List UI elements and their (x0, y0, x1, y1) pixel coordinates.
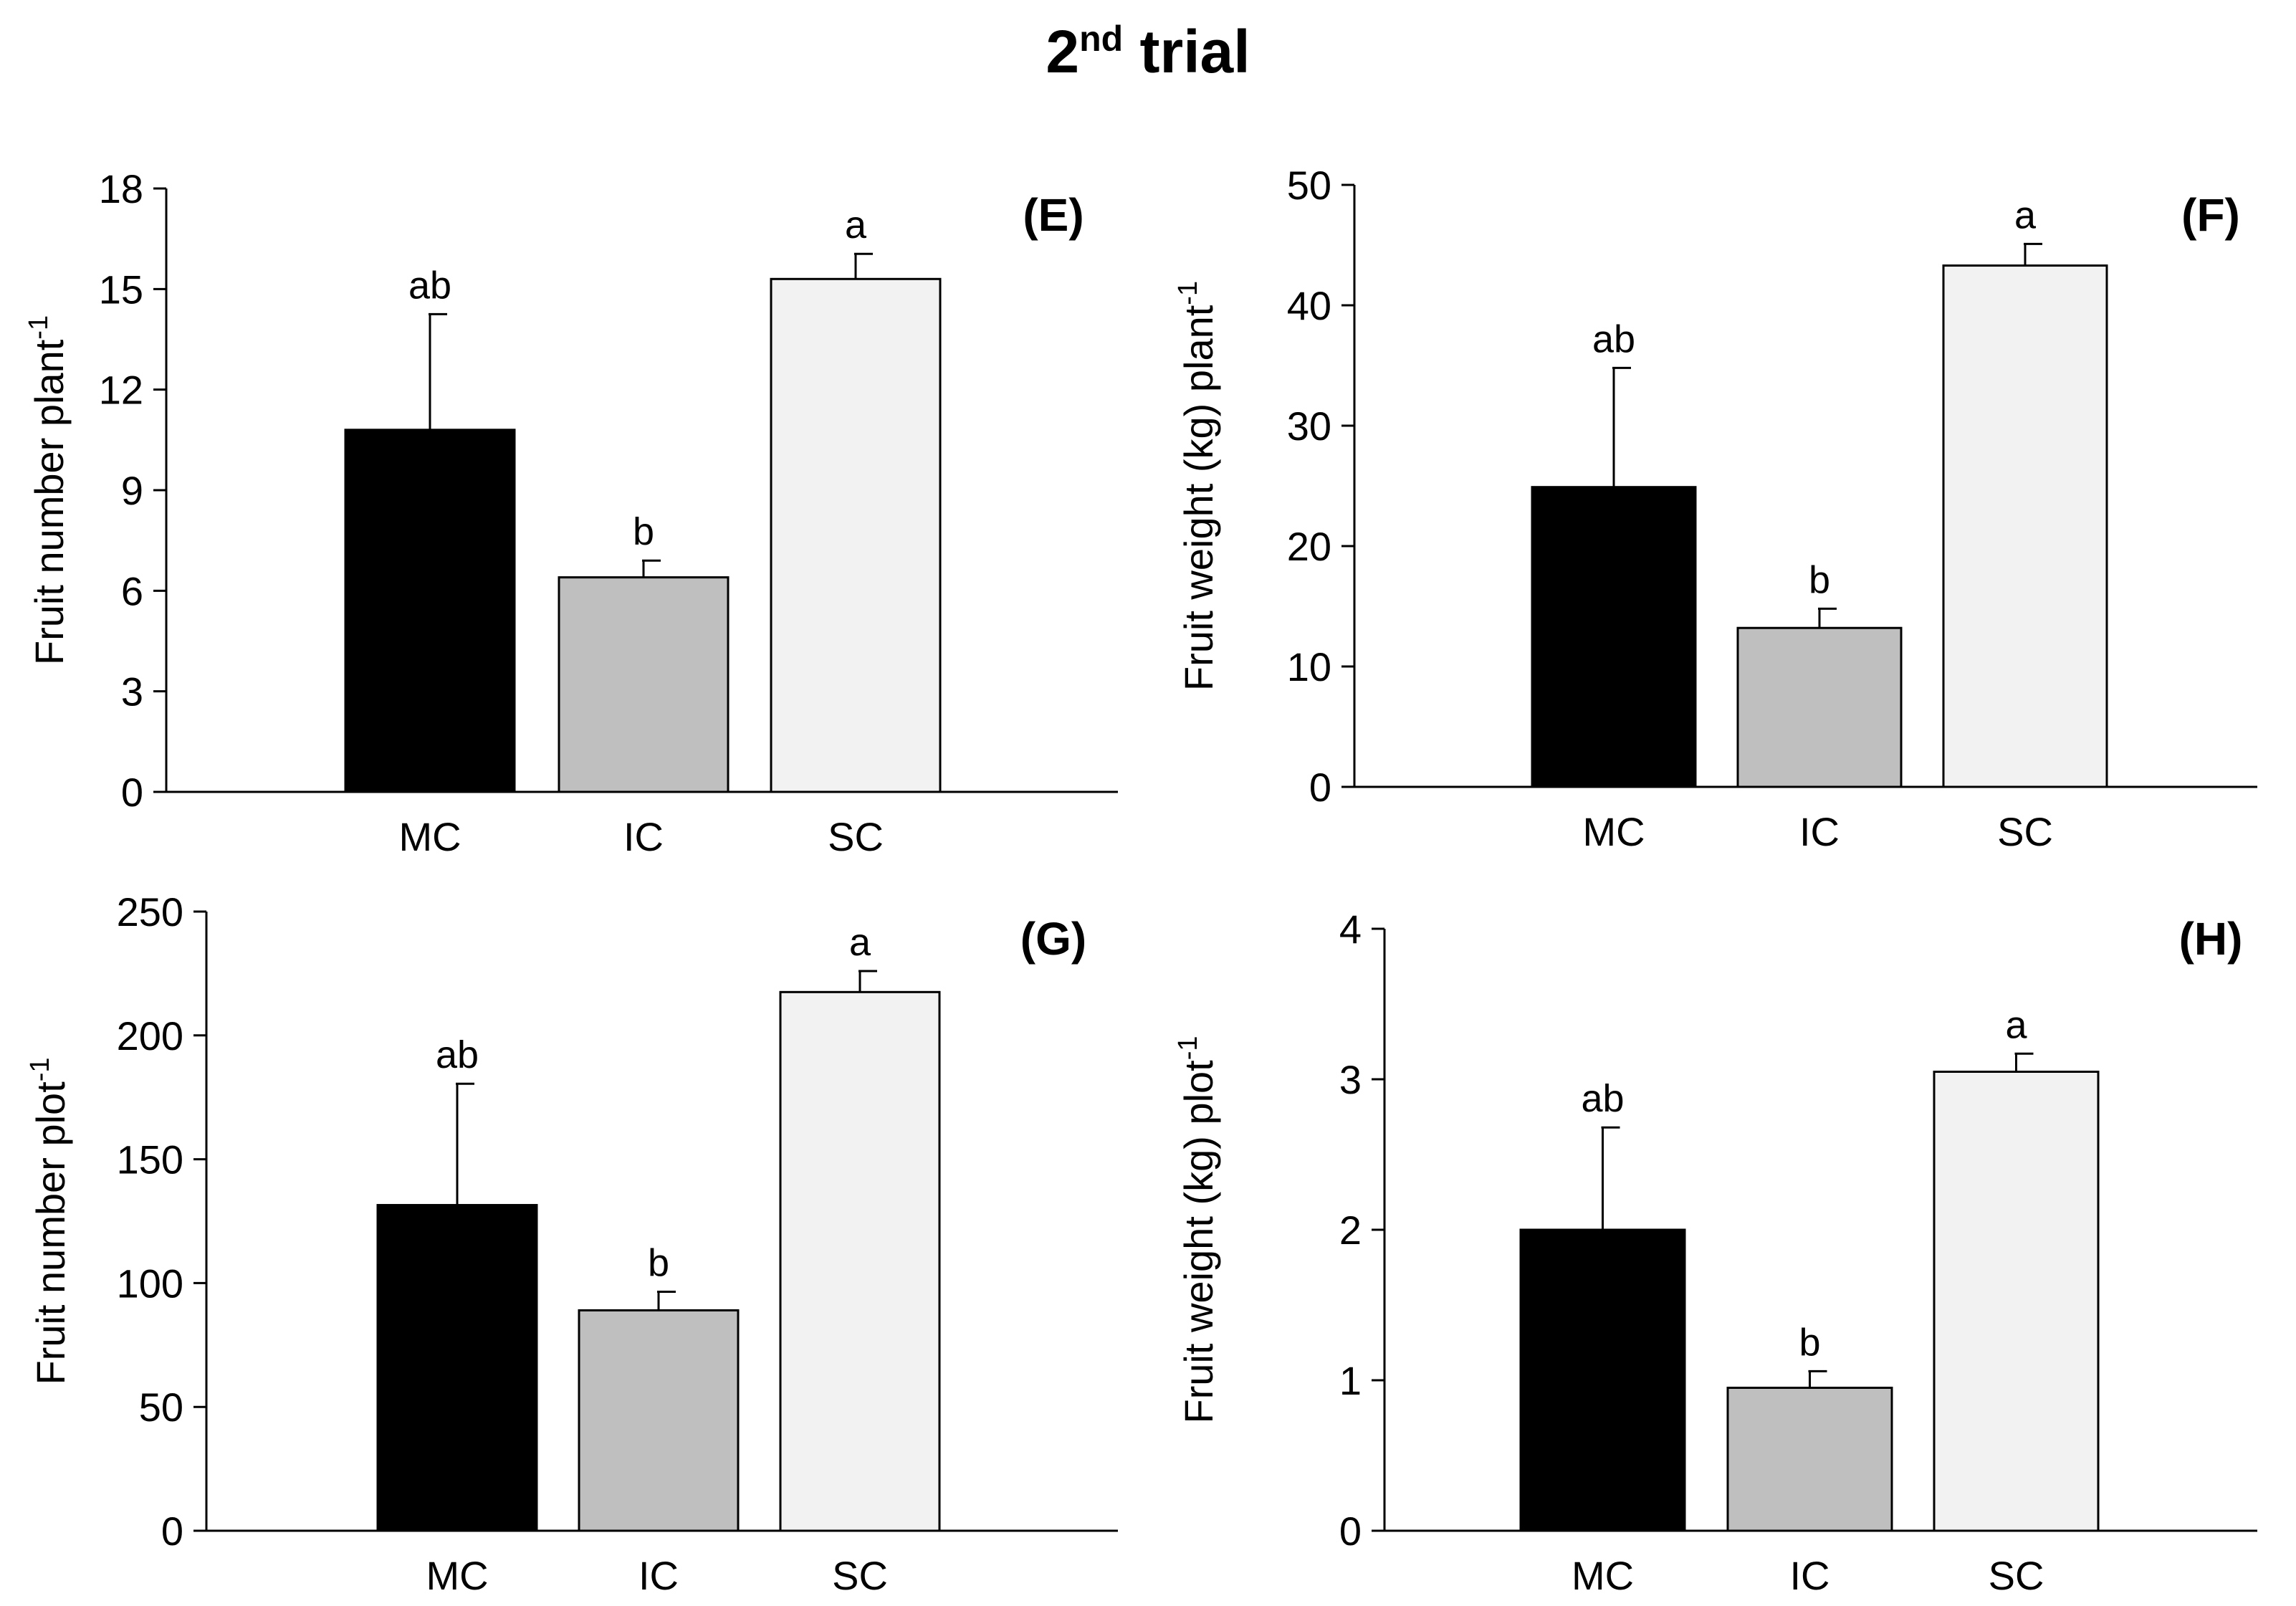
y-tick-label: 0 (161, 1509, 183, 1554)
bar-MC (1531, 486, 1697, 788)
x-category-label-MC: MC (1582, 809, 1645, 854)
y-tick-label: 18 (99, 166, 143, 211)
bar-IC (1726, 1387, 1893, 1532)
y-tick-label: 200 (117, 1013, 183, 1058)
y-tick-label: 50 (139, 1385, 183, 1430)
y-axis-title: Fruit weight (kg) plot-1 (1173, 1036, 1221, 1423)
y-tick-label: 3 (121, 669, 143, 714)
panel-H: 0 1 2 3 4 ab MC b IC a SC (H) Fruit weight (kg) plot… (1173, 907, 2257, 1598)
significance-letter-MC: ab (436, 1033, 479, 1076)
x-category-label-IC: IC (1799, 809, 1840, 854)
y-tick-label: 250 (117, 889, 183, 935)
bar-MC (1519, 1228, 1686, 1532)
y-tick-label: 3 (1339, 1057, 1362, 1102)
y-tick-label: 150 (117, 1137, 183, 1182)
x-category-label-MC: MC (1572, 1553, 1634, 1598)
y-tick-label: 6 (121, 568, 143, 613)
bar-SC (779, 990, 941, 1532)
significance-letter-IC: b (1809, 558, 1830, 601)
y-tick-label: 0 (1309, 765, 1331, 810)
y-tick-label: 100 (117, 1261, 183, 1306)
panel-label: (E) (1023, 189, 1084, 241)
significance-letter-IC: b (1799, 1321, 1820, 1364)
y-tick-label: 40 (1287, 283, 1331, 328)
y-axis-title: Fruit number plant-1 (24, 315, 72, 665)
panel-label: (H) (2179, 913, 2243, 965)
bar-SC (1942, 264, 2108, 788)
significance-letter-MC: ab (408, 264, 451, 307)
y-axis-title: Fruit weight (kg) plant-1 (1173, 281, 1221, 691)
x-category-label-SC: SC (832, 1553, 888, 1598)
y-tick-label: 12 (99, 368, 143, 413)
x-category-label-SC: SC (1989, 1553, 2044, 1598)
significance-letter-IC: b (648, 1241, 669, 1284)
y-tick-label: 0 (1339, 1509, 1362, 1554)
y-tick-label: 0 (121, 770, 143, 815)
bar-IC (578, 1309, 740, 1532)
x-category-label-MC: MC (426, 1553, 488, 1598)
bar-SC (770, 277, 942, 793)
significance-letter-SC: a (849, 921, 871, 964)
y-tick-label: 20 (1287, 524, 1331, 569)
y-tick-label: 2 (1339, 1208, 1362, 1253)
bar-SC (1933, 1071, 2100, 1532)
y-axis-title: Fruit number plot-1 (25, 1057, 73, 1385)
y-tick-label: 9 (121, 468, 143, 513)
figure-title: 2nd trial (1046, 18, 1250, 85)
bar-IC (558, 576, 730, 793)
significance-letter-IC: b (633, 510, 654, 553)
y-tick-label: 1 (1339, 1358, 1362, 1403)
panel-E: 0 3 6 9 12 15 18 ab MC b IC a SC (E) Fruit number plan… (24, 166, 1118, 859)
bar-IC (1736, 626, 1903, 788)
bar-MC (344, 429, 516, 793)
x-category-label-IC: IC (638, 1553, 679, 1598)
panel-G: 0 50 100 150 200 250 ab MC b IC a SC (G) Fruit number… (25, 889, 1118, 1598)
significance-letter-SC: a (845, 204, 867, 247)
x-category-label-IC: IC (623, 814, 664, 859)
significance-letter-MC: ab (1581, 1077, 1624, 1120)
y-tick-label: 50 (1287, 163, 1331, 208)
significance-letter-SC: a (2005, 1003, 2027, 1046)
panel-label: (G) (1020, 913, 1086, 965)
significance-letter-MC: ab (1592, 317, 1635, 360)
x-category-label-SC: SC (1997, 809, 2053, 854)
y-tick-label: 10 (1287, 644, 1331, 689)
panel-label: (F) (2181, 189, 2240, 241)
x-category-label-MC: MC (398, 814, 461, 859)
y-tick-label: 30 (1287, 403, 1331, 449)
y-tick-label: 15 (99, 267, 143, 312)
y-tick-label: 4 (1339, 907, 1362, 952)
significance-letter-SC: a (2014, 193, 2037, 236)
x-category-label-IC: IC (1790, 1553, 1830, 1598)
panel-F: 0 10 20 30 40 50 ab MC b IC a SC (F) Fruit weight (kg… (1173, 163, 2257, 854)
x-category-label-SC: SC (828, 814, 884, 859)
bar-MC (376, 1204, 538, 1532)
